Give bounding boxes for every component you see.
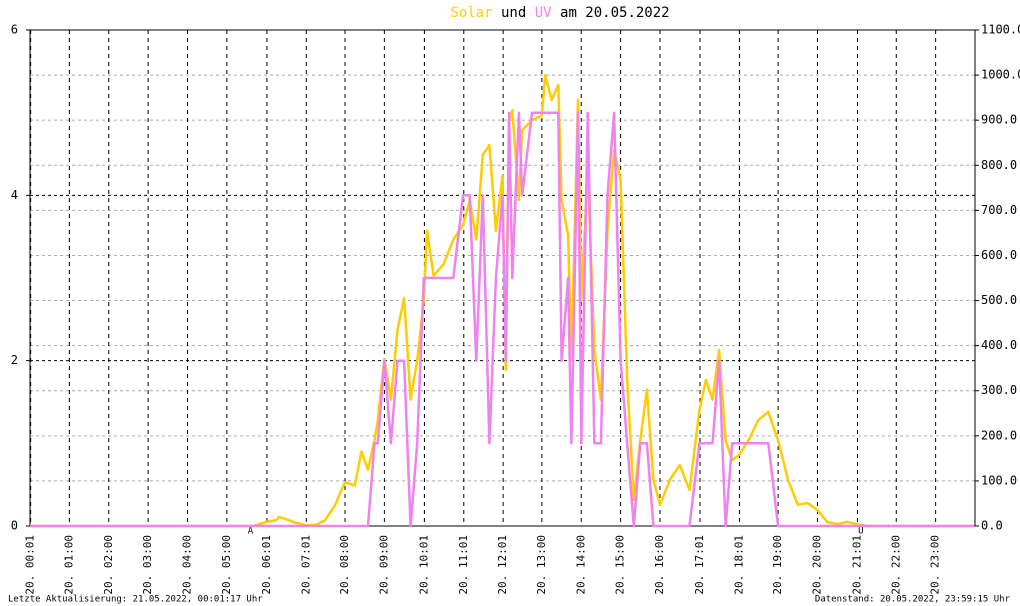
x-tick-label: 20. 23:00 xyxy=(929,535,942,595)
y2-tick-label: 200.0 xyxy=(981,428,1017,442)
x-tick-label: 20. 06:01 xyxy=(260,535,273,595)
x-tick-label: 20. 21:01 xyxy=(851,535,864,595)
x-tick-label: 20. 00:01 xyxy=(24,535,37,595)
x-tick-label: 20. 14:00 xyxy=(574,535,587,595)
x-tick-label: 20. 04:00 xyxy=(181,535,194,595)
footer-left: Letzte Aktualisierung: 21.05.2022, 00:01… xyxy=(8,595,263,605)
x-tick-label: 20. 22:00 xyxy=(889,535,902,595)
chart-title: Solar und UV am 20.05.2022 xyxy=(450,5,669,21)
x-tick-label: 20. 05:00 xyxy=(220,535,233,595)
x-tick-label: 20. 17:01 xyxy=(693,535,706,595)
x-tick-label: 20. 19:00 xyxy=(771,535,784,595)
y2-tick-label: 400.0 xyxy=(981,338,1017,352)
title-date: am 20.05.2022 xyxy=(560,5,670,21)
x-tick-label: 20. 01:00 xyxy=(62,535,75,595)
x-tick-label: 20. 12:01 xyxy=(496,535,509,595)
plot-frame xyxy=(29,29,976,527)
y-tick-label: 2 xyxy=(11,353,18,367)
y2-tick-label: 900.0 xyxy=(981,113,1017,127)
x-tick-label: 20. 15:00 xyxy=(614,535,627,595)
y2-tick-label: 600.0 xyxy=(981,248,1017,262)
y2-tick-label: 700.0 xyxy=(981,203,1017,217)
title-uv: UV xyxy=(535,5,552,21)
annotation: U xyxy=(858,527,863,537)
x-tick-label: 20. 10:01 xyxy=(417,535,430,595)
title-und: und xyxy=(501,5,526,21)
x-tick-label: 20. 08:00 xyxy=(338,535,351,595)
x-tick-label: 20. 11:01 xyxy=(457,535,470,595)
y2-tick-label: 1000.0 xyxy=(981,68,1020,82)
y2-tick-label: 800.0 xyxy=(981,158,1017,172)
y2-tick-label: 300.0 xyxy=(981,383,1017,397)
x-tick-label: 20. 09:00 xyxy=(377,535,390,595)
y2-tick-label: 500.0 xyxy=(981,293,1017,307)
title-solar: Solar xyxy=(450,5,492,21)
x-tick-label: 20. 07:01 xyxy=(299,535,312,595)
x-tick-label: 20. 03:00 xyxy=(141,535,154,595)
y-tick-label: 0 xyxy=(11,519,18,533)
x-tick-label: 20. 02:00 xyxy=(102,535,115,595)
y2-tick-label: 100.0 xyxy=(981,473,1017,487)
y-tick-label: 4 xyxy=(11,188,18,202)
y-tick-label: 6 xyxy=(11,23,18,37)
x-tick-label: 20. 16:00 xyxy=(653,535,666,595)
y2-tick-label: 1100.0 xyxy=(981,23,1020,37)
series-line xyxy=(30,73,975,528)
x-tick-label: 20. 18:01 xyxy=(732,535,745,595)
x-tick-label: 20. 20:00 xyxy=(811,535,824,595)
y2-tick-label: 0.0 xyxy=(981,519,1003,533)
footer-right: Datenstand: 20.05.2022, 23:59:15 Uhr xyxy=(815,595,1011,605)
series-line xyxy=(30,111,975,528)
annotation: A xyxy=(248,527,254,537)
x-tick-label: 20. 13:00 xyxy=(535,535,548,595)
